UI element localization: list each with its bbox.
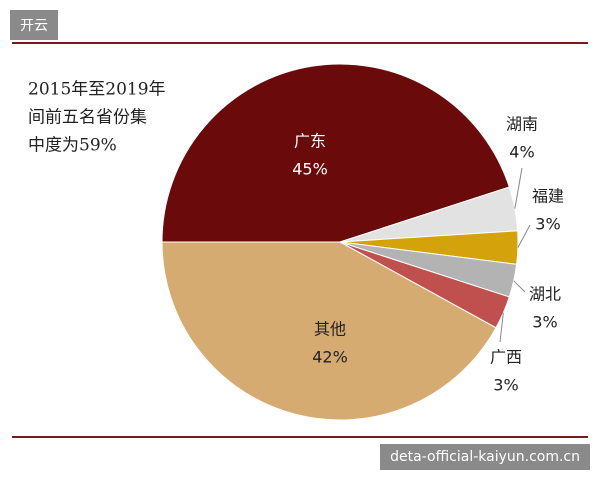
leader-line: [517, 224, 531, 248]
pie-slice: [161, 63, 510, 243]
header-tag: 开云: [10, 10, 58, 40]
value-label: 3%: [532, 313, 557, 332]
category-label: 广西: [490, 348, 522, 367]
value-label: 4%: [509, 143, 534, 162]
leader-line: [499, 312, 504, 343]
annotation-line: 中度为59%: [28, 136, 117, 156]
pie-slice: [161, 241, 497, 421]
watermark: deta-official-kaiyun.com.cn: [380, 444, 590, 470]
leader-line: [513, 280, 526, 293]
category-label: 湖南: [506, 115, 538, 134]
value-label: 3%: [535, 215, 560, 234]
annotation-line: 2015年至2019年: [28, 80, 166, 100]
value-label: 45%: [292, 160, 328, 179]
value-label: 3%: [493, 376, 518, 395]
category-label: 其他: [314, 320, 346, 339]
value-label: 42%: [312, 348, 348, 367]
category-label: 广东: [294, 132, 326, 151]
category-label: 福建: [532, 187, 564, 206]
category-label: 湖北: [529, 285, 561, 304]
leader-line: [514, 167, 523, 209]
annotation-line: 间前五名省份集: [28, 108, 147, 128]
